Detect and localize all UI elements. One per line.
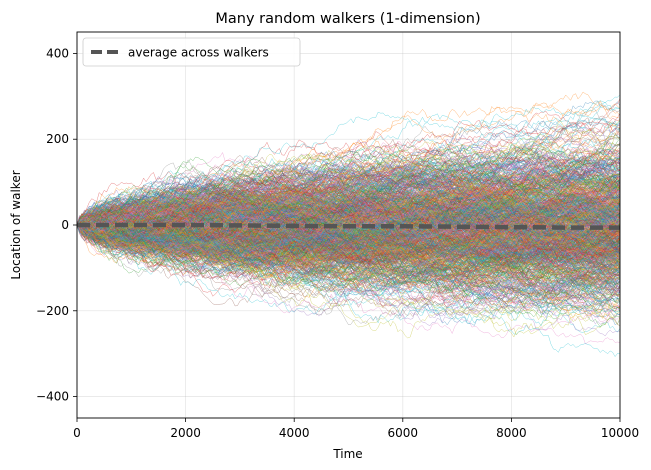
x-axis-label: Time — [332, 447, 362, 461]
legend-label-average: average across walkers — [128, 46, 269, 60]
y-tick-label-4: 400 — [46, 46, 69, 60]
average-series — [77, 225, 620, 228]
x-tick-label-5: 10000 — [601, 426, 639, 440]
y-tick-label-2: 0 — [61, 218, 69, 232]
x-tick-label-3: 6000 — [388, 426, 419, 440]
series-line-average — [77, 225, 620, 228]
x-tick-label-0: 0 — [73, 426, 81, 440]
legend: average across walkers — [83, 38, 300, 66]
x-tick-label-4: 8000 — [496, 426, 527, 440]
y-tick-label-3: 200 — [46, 132, 69, 146]
chart-title: Many random walkers (1-dimension) — [215, 11, 480, 27]
y-axis-label: Location of walker — [9, 170, 23, 279]
x-tick-label-1: 2000 — [170, 426, 201, 440]
x-tick-label-2: 4000 — [279, 426, 310, 440]
y-tick-label-1: −200 — [36, 304, 69, 318]
y-tick-label-0: −400 — [36, 390, 69, 404]
